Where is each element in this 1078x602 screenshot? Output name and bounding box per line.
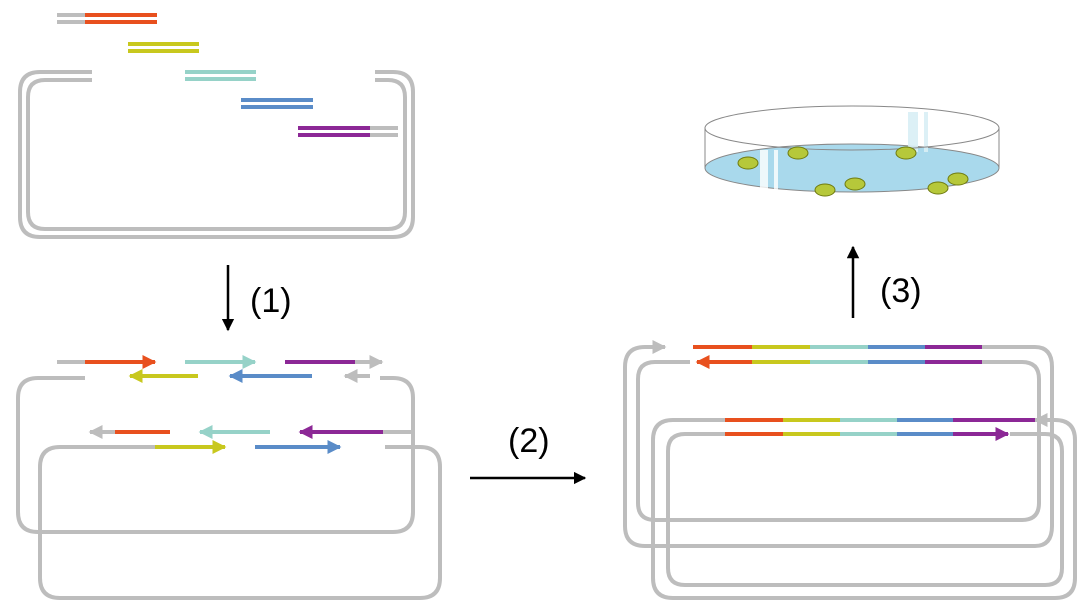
diagram: (1) (2) [0,0,1078,602]
fragments [20,15,413,237]
assembled-plasmid [625,347,1075,598]
pcr-products [18,362,440,598]
step-label: (3) [880,272,922,310]
step-label: (1) [250,282,292,320]
petri-dish [705,106,999,196]
step-label: (2) [508,422,550,460]
page: (1) (2) [0,0,1078,602]
